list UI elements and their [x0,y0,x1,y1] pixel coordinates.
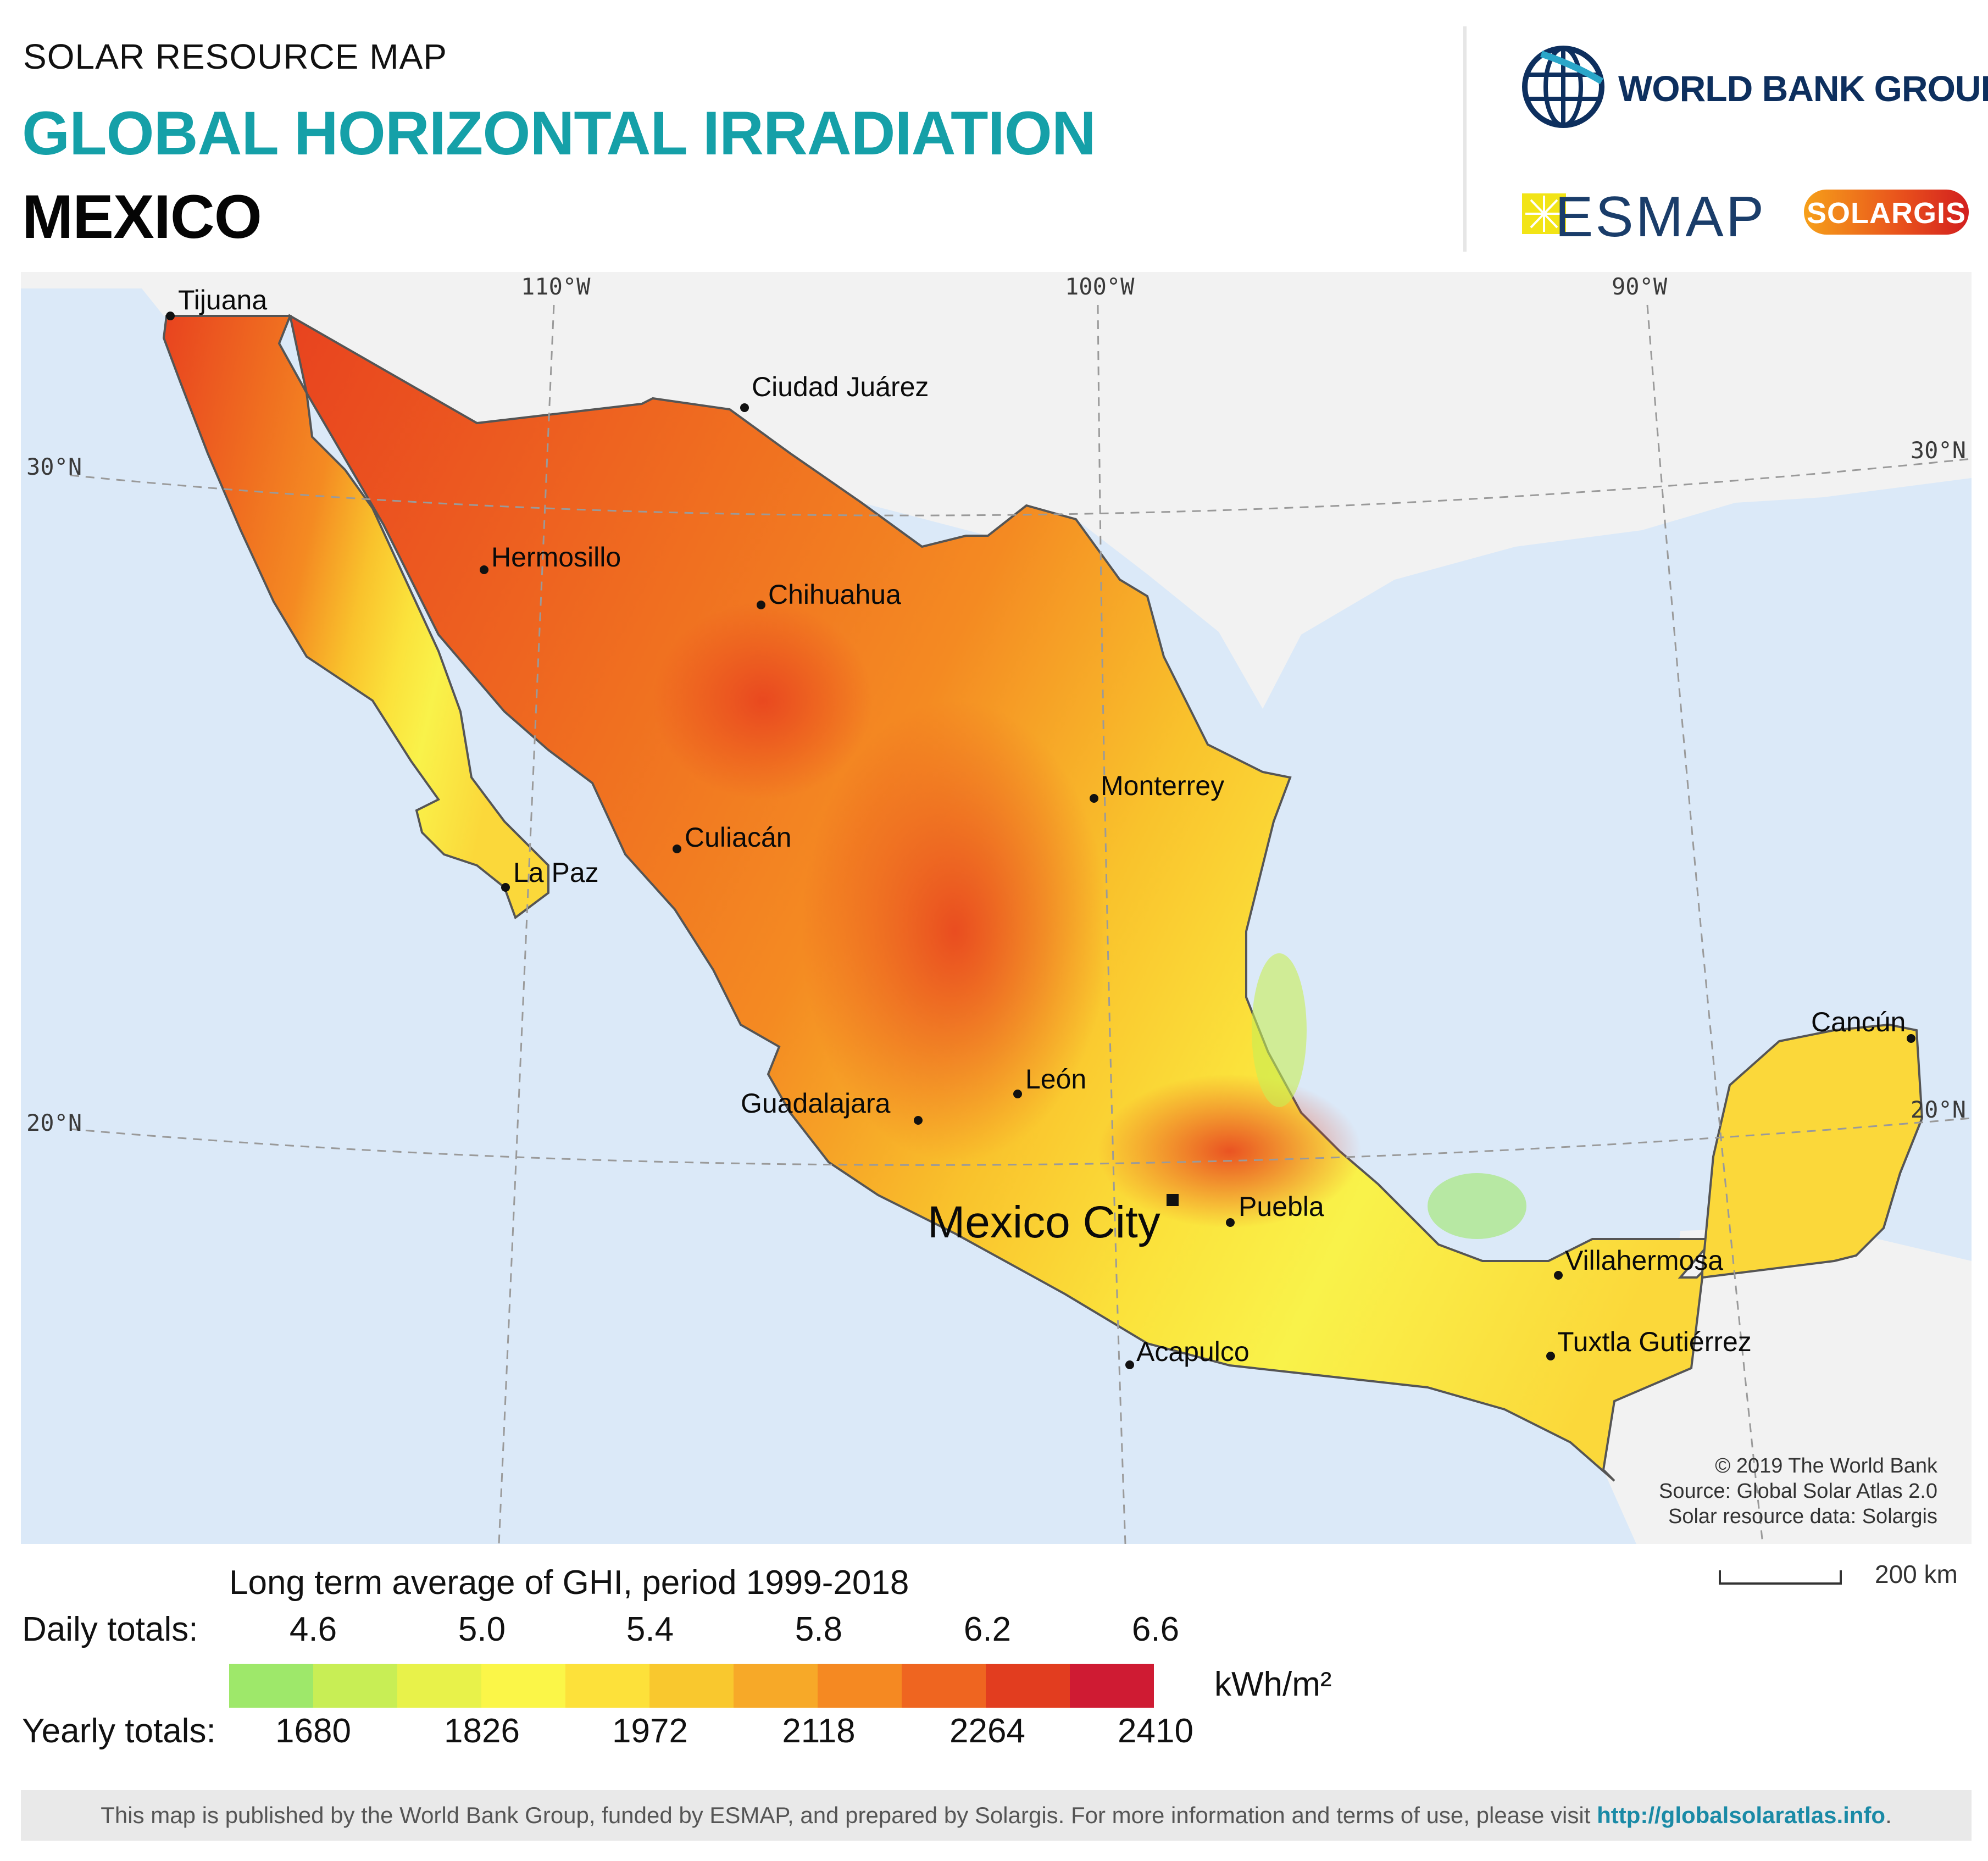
credit-data: Solar resource data: Solargis [1668,1505,1937,1528]
city-label-chihuahua: Chihuahua [768,579,901,610]
map-frame[interactable]: 110°W 100°W 90°W 30°N 30°N 20°N 20°N Tij… [21,272,1972,1544]
scale-bar-label: 200 km [1875,1560,1958,1588]
atlas-link[interactable]: http://globalsolaratlas.info [1597,1802,1886,1828]
latitude-label-30n-left: 30°N [26,453,82,480]
daily-tick: 5.8 [795,1610,843,1648]
esmap-logo: ESMAP [1522,181,1764,249]
ramp-swatch [649,1664,734,1708]
city-marker-chihuahua [757,601,765,609]
legend-unit: kWh/m² [1214,1665,1332,1703]
hot-zone-chihuahua [653,602,873,799]
city-label-ciudad-juarez: Ciudad Juárez [752,371,929,402]
city-marker-culiacan [673,845,681,853]
ramp-swatch [1070,1664,1154,1708]
yearly-tick: 2410 [1118,1712,1193,1750]
globe-icon [1522,46,1604,128]
daily-tick: 6.6 [1131,1610,1180,1648]
world-bank-logo: WORLD BANK GROUP [1519,43,1988,136]
esmap-wordmark: ESMAP [1555,185,1767,249]
daily-tick: 5.4 [626,1610,674,1648]
city-marker-leon [1013,1090,1022,1098]
longitude-label-100w: 100°W [1065,273,1135,300]
ramp-swatch [565,1664,649,1708]
longitude-label-110w: 110°W [521,273,591,300]
city-marker-puebla [1226,1218,1235,1227]
legend-title: Long term average of GHI, period 1999-20… [229,1564,909,1602]
city-marker-hermosillo [480,565,488,574]
map-credits: © 2019 The World Bank Source: Global Sol… [1659,1453,1937,1529]
longitude-label-90w: 90°W [1612,273,1668,300]
city-marker-ciudad-juarez [740,403,749,412]
city-marker-guadalajara [914,1116,923,1125]
latitude-label-30n-right: 30°N [1910,437,1966,464]
yearly-totals-label: Yearly totals: [22,1712,216,1750]
yearly-tick: 1972 [612,1712,688,1750]
ramp-swatch [229,1664,313,1708]
city-label-culiacan: Culiacán [685,822,792,853]
map-canvas [21,272,1972,1544]
city-marker-la-paz [501,883,510,892]
latitude-label-20n-left: 20°N [26,1109,82,1136]
city-label-guadalajara: Guadalajara [741,1088,891,1119]
world-bank-wordmark: WORLD BANK GROUP [1618,68,1988,109]
daily-tick: 4.6 [289,1610,337,1648]
graticule [70,304,1972,1544]
city-label-leon: León [1025,1064,1087,1095]
city-marker-acapulco [1125,1360,1134,1369]
map-title: GLOBAL HORIZONTAL IRRADIATION [22,99,1096,168]
sun-burst-icon [1522,193,1566,234]
green-zone-gulf [1428,1173,1526,1239]
yearly-tick: 2118 [782,1712,856,1750]
city-marker-tijuana [166,312,175,320]
yearly-tick: 1826 [444,1712,520,1750]
latitude-label-20n-right: 20°N [1910,1096,1966,1123]
city-marker-villahermosa [1554,1271,1563,1280]
ramp-swatch [902,1664,986,1708]
city-marker-tuxtla-gutierrez [1546,1352,1555,1360]
country-title: MEXICO [22,182,262,251]
credit-copyright: © 2019 The World Bank [1715,1454,1937,1477]
usa-land [21,272,1972,709]
hot-zone-central [1098,1074,1362,1228]
yucatan-peninsula [1701,1023,1924,1279]
daily-tick: 6.2 [963,1610,1012,1648]
header-divider [1463,26,1467,252]
city-label-tuxtla-gutierrez: Tuxtla Gutiérrez [1557,1326,1752,1357]
ramp-swatch [986,1664,1070,1708]
city-marker-cancun [1907,1034,1915,1043]
daily-tick: 5.0 [458,1610,506,1648]
ramp-swatch [734,1664,818,1708]
yearly-tick: 2264 [949,1712,1025,1750]
city-label-puebla: Puebla [1239,1191,1324,1222]
footer-end: . [1885,1802,1892,1828]
baja-california [162,315,549,920]
map-subtitle: SOLAR RESOURCE MAP [23,37,447,76]
daily-totals-label: Daily totals: [22,1610,198,1648]
yearly-tick: 1680 [275,1712,351,1750]
ramp-swatch [397,1664,481,1708]
city-label-monterrey: Monterrey [1101,770,1225,801]
city-label-acapulco: Acapulco [1136,1336,1250,1367]
solargis-wordmark: SOLARGIS [1806,197,1967,230]
scale-bar [1719,1570,1842,1585]
solargis-logo: SOLARGIS [1804,190,1969,235]
city-label-tijuana: Tijuana [178,285,268,315]
ramp-swatch [818,1664,902,1708]
city-label-la-paz: La Paz [513,857,599,888]
footer-text: This map is published by the World Bank … [101,1802,1597,1828]
credit-source: Source: Global Solar Atlas 2.0 [1659,1480,1937,1503]
color-ramp [229,1664,1154,1708]
city-label-hermosillo: Hermosillo [491,542,621,573]
ramp-swatch [481,1664,565,1708]
footer-notice: This map is published by the World Bank … [21,1790,1972,1841]
ramp-swatch [313,1664,397,1708]
hot-zone-sierra-madre [801,701,1109,1162]
city-label-mexico-city: Mexico City [928,1197,1160,1247]
city-marker-mexico-city [1167,1194,1179,1206]
city-label-villahermosa: Villahermosa [1565,1245,1724,1276]
green-zone-veracruz [1252,953,1307,1107]
city-label-cancun: Cancún [1811,1007,1906,1037]
city-marker-monterrey [1090,794,1098,803]
